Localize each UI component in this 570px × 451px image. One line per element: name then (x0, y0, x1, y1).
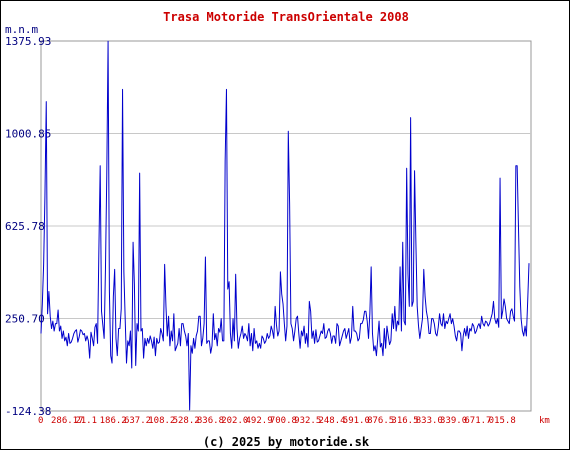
x-tick-label: 248.4 (318, 416, 345, 426)
y-tick-label: -124.38 (5, 405, 51, 418)
y-tick-label: 1375.93 (5, 35, 51, 48)
chart-title: Trasa Motoride TransOrientale 2008 (163, 10, 409, 24)
x-tick-label: 015.8 (489, 416, 516, 426)
x-tick-label: 0 (38, 416, 43, 426)
x-tick-label: 876.5 (367, 416, 394, 426)
x-tick-label: 492.9 (246, 416, 273, 426)
x-tick-label: 836.8 (197, 416, 224, 426)
x-tick-label: 186.2 (100, 416, 127, 426)
copyright-footer: (c) 2025 by motoride.sk (203, 435, 370, 449)
x-tick-label: 286.17 (51, 416, 84, 426)
x-tick-label: 21.1 (75, 416, 97, 426)
x-tick-label: 833.0 (416, 416, 443, 426)
x-tick-label: 671.7 (464, 416, 491, 426)
y-tick-labels: 1375.93 1000.85 625.78 250.70 -124.38 (5, 35, 51, 418)
x-tick-label: 700.8 (270, 416, 297, 426)
x-tick-label: 591.0 (343, 416, 370, 426)
elevation-line (40, 40, 530, 411)
y-tick-label: 250.70 (5, 312, 45, 325)
x-tick-label: 932.5 (294, 416, 321, 426)
x-tick-label: 202.0 (221, 416, 248, 426)
x-tick-label: 339.0 (440, 416, 467, 426)
x-tick-label: 637.2 (124, 416, 151, 426)
y-tick-label: 1000.85 (5, 128, 51, 141)
x-axis-label: km (539, 416, 550, 426)
x-tick-label: 108.2 (148, 416, 175, 426)
y-tick-label: 625.78 (5, 220, 45, 233)
x-tick-label: 316.5 (391, 416, 418, 426)
x-tick-label: 528.2 (173, 416, 200, 426)
y-axis-label: m.n.m (5, 23, 38, 36)
